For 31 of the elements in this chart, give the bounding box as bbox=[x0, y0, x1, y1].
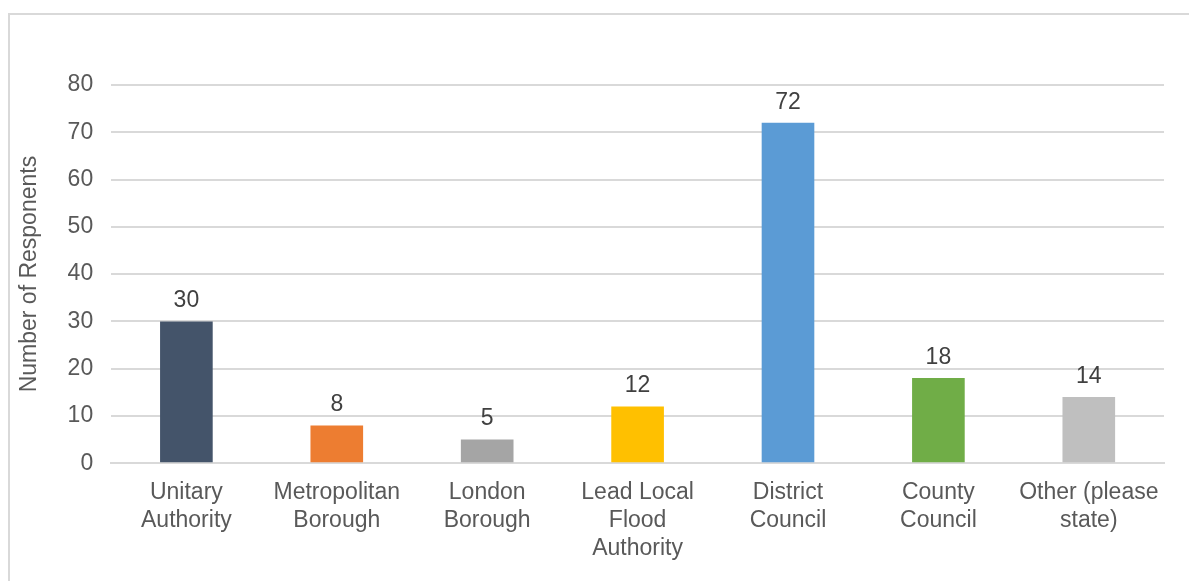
data-label: 72 bbox=[775, 87, 801, 114]
y-tick-label: 40 bbox=[67, 259, 94, 286]
x-tick-label: Lead Local Flood Authority bbox=[581, 478, 694, 560]
y-tick-label: 80 bbox=[67, 70, 94, 97]
y-tick-label: 70 bbox=[67, 117, 94, 144]
x-tick-label: Unitary Authority bbox=[141, 478, 233, 532]
data-label: 12 bbox=[624, 371, 651, 398]
data-label: 8 bbox=[330, 390, 344, 417]
bar bbox=[1062, 397, 1116, 463]
bar bbox=[310, 425, 364, 463]
bar bbox=[912, 378, 965, 463]
bar bbox=[460, 439, 514, 463]
y-tick-label: 30 bbox=[67, 306, 94, 333]
bar bbox=[611, 406, 664, 463]
y-tick-label: 10 bbox=[67, 401, 94, 428]
x-tick-label: District Council bbox=[749, 478, 827, 532]
y-tick-label: 50 bbox=[67, 212, 94, 239]
y-tick-label: 60 bbox=[67, 164, 94, 191]
bar bbox=[761, 122, 815, 463]
data-label: 30 bbox=[173, 286, 200, 313]
y-tick-label: 0 bbox=[80, 448, 94, 475]
x-tick-label: Metropolitan Borough bbox=[273, 478, 401, 532]
data-label: 18 bbox=[925, 342, 952, 369]
x-tick-label: Other (please state) bbox=[1019, 478, 1159, 532]
x-tick-label: County Council bbox=[900, 478, 977, 532]
data-label: 5 bbox=[480, 404, 494, 431]
x-tick-label: London Borough bbox=[443, 478, 531, 532]
data-label: 14 bbox=[1076, 361, 1102, 388]
bar bbox=[160, 321, 213, 463]
y-tick-label: 20 bbox=[67, 353, 94, 380]
y-axis-title: Number of Responents bbox=[15, 155, 42, 393]
